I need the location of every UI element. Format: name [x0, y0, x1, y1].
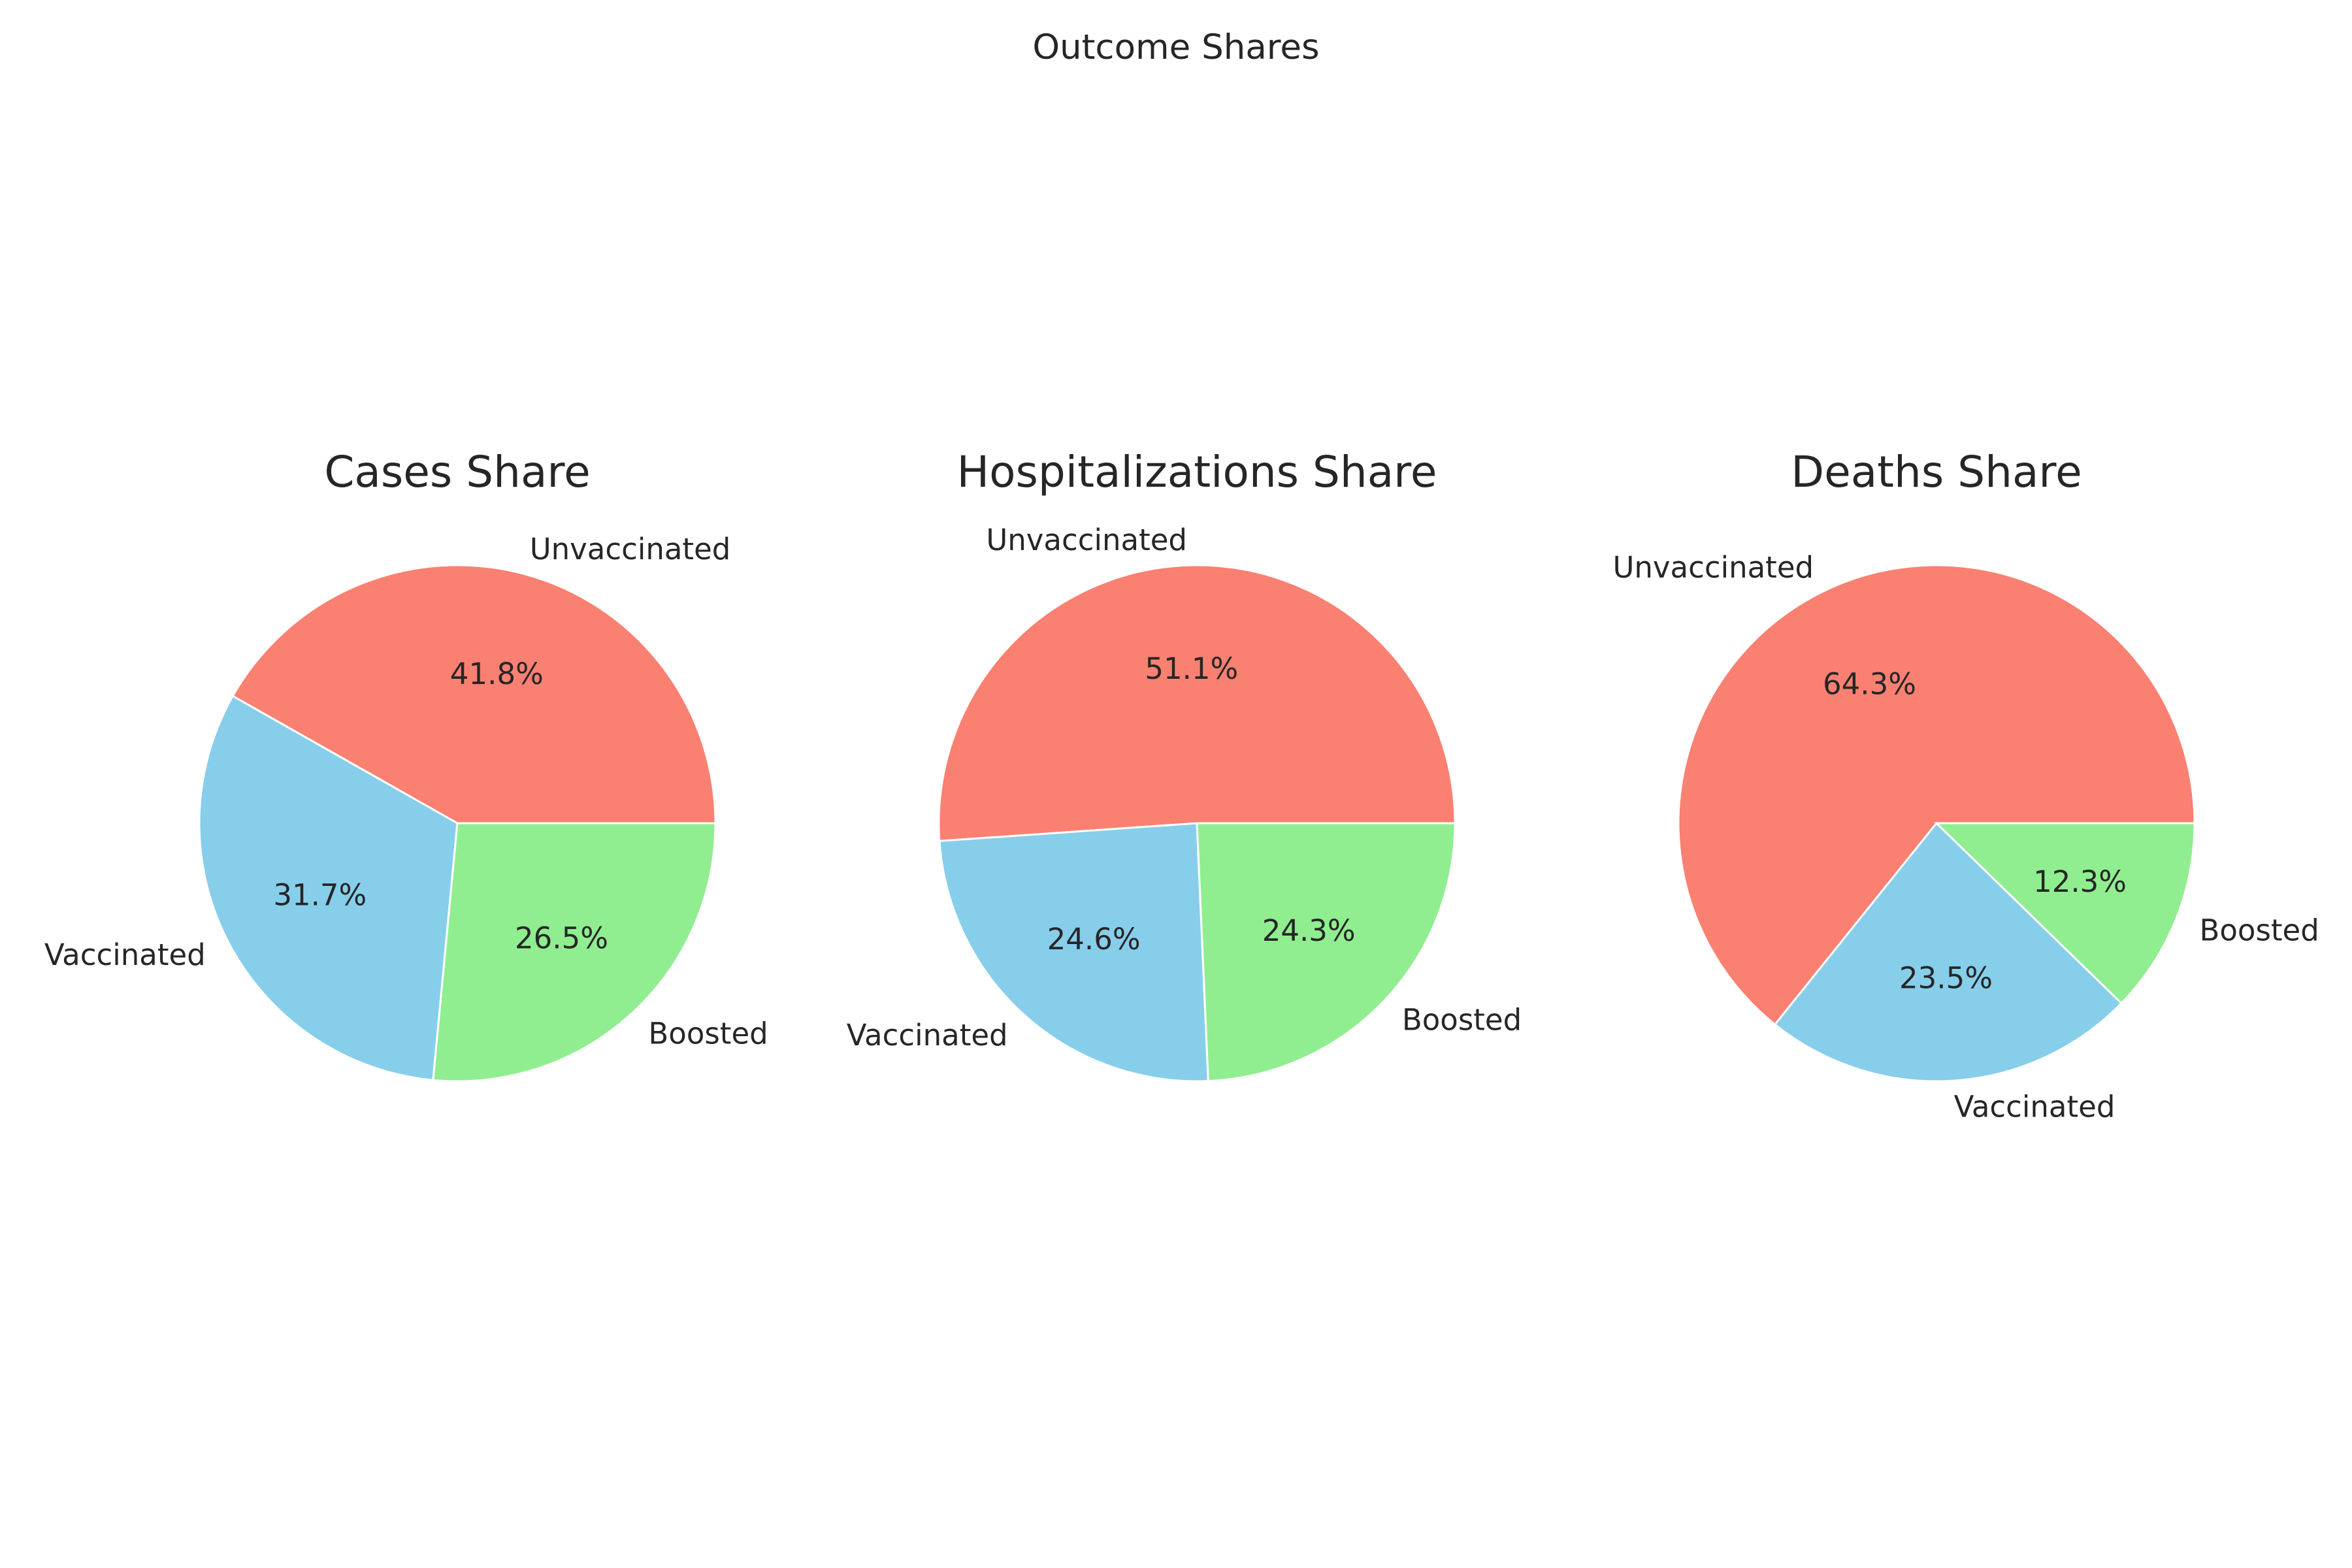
- pct-label-cases-unvaccinated: 41.8%: [450, 657, 544, 691]
- figure-suptitle: Outcome Shares: [1032, 27, 1319, 67]
- pct-label-deaths-vaccinated: 23.5%: [1899, 961, 1993, 996]
- pct-label-hospitalizations-vaccinated: 24.6%: [1047, 922, 1141, 956]
- pie-title-cases: Cases Share: [324, 447, 590, 497]
- category-label-hospitalizations-vaccinated: Vaccinated: [847, 1018, 1008, 1053]
- wedge-hospitalizations-unvaccinated: [938, 564, 1456, 842]
- wedge-hospitalizations-boosted: [1196, 822, 1456, 1083]
- category-label-hospitalizations-boosted: Boosted: [1402, 1002, 1522, 1037]
- pct-label-deaths-unvaccinated: 64.3%: [1823, 666, 1916, 701]
- pct-label-cases-boosted: 26.5%: [515, 921, 608, 955]
- category-label-deaths-unvaccinated: Unvaccinated: [1612, 550, 1814, 585]
- wedge-cases-boosted: [432, 822, 717, 1083]
- category-label-cases-unvaccinated: Unvaccinated: [530, 532, 731, 566]
- pct-label-hospitalizations-boosted: 24.3%: [1262, 913, 1356, 948]
- pie-title-deaths: Deaths Share: [1791, 447, 2082, 497]
- pie-chart-cases: Cases Share 41.8% Unvaccinated 31.7% Vaccin…: [44, 447, 768, 1083]
- category-label-cases-vaccinated: Vaccinated: [44, 938, 206, 972]
- wedge-cases-vaccinated: [198, 694, 459, 1081]
- category-label-hospitalizations-unvaccinated: Unvaccinated: [986, 523, 1187, 557]
- pct-label-cases-vaccinated: 31.7%: [273, 878, 367, 913]
- wedge-deaths-boosted: [1934, 822, 2196, 1005]
- pie-chart-deaths: Deaths Share 64.3% Unvaccinated 23.5% Vacci…: [1612, 447, 2319, 1124]
- category-label-deaths-boosted: Boosted: [2200, 913, 2319, 948]
- category-label-deaths-vaccinated: Vaccinated: [1954, 1090, 2115, 1124]
- pie-chart-hospitalizations: Hospitalizations Share 51.1% Unvaccinated…: [847, 447, 1522, 1083]
- wedge-cases-unvaccinated: [231, 564, 717, 825]
- category-label-cases-boosted: Boosted: [648, 1016, 768, 1051]
- wedge-deaths-vaccinated: [1773, 821, 2123, 1083]
- wedge-hospitalizations-vaccinated: [938, 822, 1209, 1083]
- pie-title-hospitalizations: Hospitalizations Share: [957, 447, 1437, 497]
- pct-label-deaths-boosted: 12.3%: [2033, 864, 2127, 899]
- wedge-deaths-unvaccinated: [1677, 564, 2196, 1026]
- pct-label-hospitalizations-unvaccinated: 51.1%: [1145, 651, 1238, 686]
